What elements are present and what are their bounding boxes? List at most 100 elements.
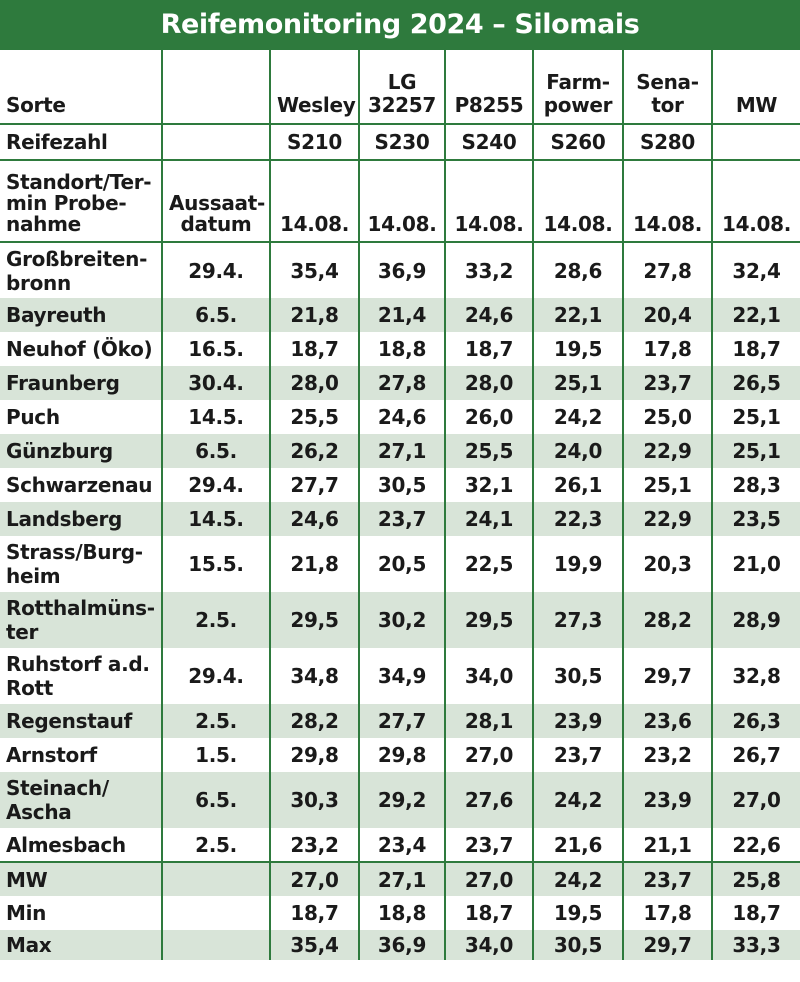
- empty-cell: [161, 861, 270, 896]
- page-title: Reifemonitoring 2024 – Silomais: [0, 0, 800, 50]
- location-cell: Neuhof (Öko): [6, 337, 153, 361]
- sowing-date-cell: 6.5.: [161, 434, 270, 468]
- value-cell: 28,9: [711, 592, 800, 648]
- value-cell: 24,0: [532, 434, 623, 468]
- value-cell: 22,1: [532, 298, 623, 332]
- value-cell: 20,5: [358, 536, 445, 592]
- table-row: Strass/Burg-heim 15.5. 21,8 20,5 22,5 19,9 20,…: [0, 536, 800, 592]
- sorte-label: Sorte: [0, 50, 162, 125]
- value-cell: 17,8: [622, 332, 712, 366]
- reifezahl-value: S260: [532, 124, 623, 161]
- reifezahl-value: S240: [444, 124, 533, 161]
- termin-value: 14.08.: [532, 160, 623, 243]
- table-row: Arnstorf 1.5. 29,8 29,8 27,0 23,7 23,2 26,7: [0, 738, 800, 772]
- reifezahl-value: S210: [269, 124, 359, 161]
- value-cell: 33,2: [444, 242, 533, 298]
- value-cell: 24,6: [444, 298, 533, 332]
- value-cell: 24,1: [444, 502, 533, 536]
- variety-header: LG 32257: [358, 50, 445, 125]
- value-cell: 28,2: [622, 592, 712, 648]
- table-row: Landsberg 14.5. 24,6 23,7 24,1 22,3 22,9 23,5: [0, 502, 800, 536]
- value-cell: 28,2: [269, 704, 359, 738]
- variety-farm-line1: Farm-: [546, 70, 610, 94]
- value-cell: 26,5: [711, 366, 800, 400]
- value-cell: 26,1: [532, 468, 623, 502]
- value-cell: 25,1: [711, 434, 800, 468]
- summary-value-cell: 19,5: [532, 896, 623, 930]
- summary-value-cell: 23,7: [622, 861, 712, 896]
- table-row: Großbreiten-bronn 29.4. 35,4 36,9 33,2 28,6 27…: [0, 242, 800, 298]
- header-row-reifezahl: Reifezahl S210 S230 S240 S260 S280: [0, 124, 800, 161]
- sowing-date-cell: 1.5.: [161, 738, 270, 772]
- value-cell: 23,7: [622, 366, 712, 400]
- value-cell: 27,7: [269, 468, 359, 502]
- summary-value-cell: 18,7: [444, 896, 533, 930]
- variety-lg-line2: 32257: [367, 93, 437, 117]
- summary-row: Min 18,7 18,8 18,7 19,5 17,8 18,7: [0, 896, 800, 930]
- empty-header-cell: [161, 50, 270, 125]
- table-row: Fraunberg 30.4. 28,0 27,8 28,0 25,1 23,7 26,5: [0, 366, 800, 400]
- sowing-date-cell: 2.5.: [161, 592, 270, 648]
- table-row: Günzburg 6.5. 26,2 27,1 25,5 24,0 22,9 25,1: [0, 434, 800, 468]
- table-row: Puch 14.5. 25,5 24,6 26,0 24,2 25,0 25,1: [0, 400, 800, 434]
- header-row-sorte: Sorte Wesley LG 32257 P8255 Farm-power Se…: [0, 50, 800, 125]
- location-cell: Fraunberg: [0, 366, 162, 400]
- value-cell: 25,5: [444, 434, 533, 468]
- standort-line3: nahme: [6, 212, 81, 236]
- value-cell: 25,1: [711, 400, 800, 434]
- value-cell: 24,2: [532, 772, 623, 828]
- summary-label-cell: MW: [0, 861, 162, 896]
- value-cell: 28,0: [269, 366, 359, 400]
- summary-value-cell: 30,5: [532, 930, 623, 960]
- value-cell: 23,4: [358, 828, 445, 862]
- summary-label-cell: Min: [6, 901, 47, 925]
- value-cell: 23,2: [622, 738, 712, 772]
- variety-sena-line2: tor: [651, 93, 684, 117]
- value-cell: 27,8: [622, 242, 712, 298]
- value-cell: 23,6: [622, 704, 712, 738]
- summary-value-cell: 27,0: [444, 861, 533, 896]
- termin-value: 14.08.: [622, 160, 712, 243]
- variety-header: P8255: [444, 50, 533, 125]
- value-cell: 29,2: [358, 772, 445, 828]
- value-cell: 28,6: [532, 242, 623, 298]
- empty-cell: [161, 896, 270, 930]
- location-cell: Ruhstorf a.d. Rott: [6, 652, 150, 700]
- value-cell: 24,6: [269, 502, 359, 536]
- value-cell: 29,7: [622, 648, 712, 704]
- value-cell: 22,1: [711, 298, 800, 332]
- standort-line1: Standort/Ter-: [6, 170, 152, 194]
- sowing-date-cell: 2.5.: [161, 704, 270, 738]
- value-cell: 21,8: [269, 536, 359, 592]
- empty-header-cell: [161, 124, 270, 161]
- value-cell: 19,5: [532, 332, 623, 366]
- value-cell: 23,9: [532, 704, 623, 738]
- value-cell: 27,6: [444, 772, 533, 828]
- value-cell: 23,9: [622, 772, 712, 828]
- variety-header: Sena-tor: [622, 50, 712, 125]
- value-cell: 25,1: [622, 468, 712, 502]
- value-cell: 22,6: [711, 828, 800, 862]
- variety-lg-line1: LG: [387, 70, 417, 94]
- value-cell: 25,0: [622, 400, 712, 434]
- value-cell: 25,5: [269, 400, 359, 434]
- table-row: Schwarzenau 29.4. 27,7 30,5 32,1 26,1 25,1 28,3: [0, 468, 800, 502]
- table-row: Bayreuth 6.5. 21,8 21,4 24,6 22,1 20,4 22,1: [0, 298, 800, 332]
- summary-label-cell: Max: [0, 930, 162, 960]
- sowing-date-cell: 14.5.: [161, 502, 270, 536]
- termin-value: 14.08.: [358, 160, 445, 243]
- value-cell: 24,2: [532, 400, 623, 434]
- summary-rows: MW 27,0 27,1 27,0 24,2 23,7 25,8 Min 18,7 18,8 18,…: [0, 861, 800, 960]
- value-cell: 19,9: [532, 536, 623, 592]
- summary-value-cell: 33,3: [711, 930, 800, 960]
- reifezahl-value: [711, 124, 800, 161]
- value-cell: 29,5: [269, 592, 359, 648]
- summary-row: MW 27,0 27,1 27,0 24,2 23,7 25,8: [0, 861, 800, 896]
- summary-value-cell: 36,9: [358, 930, 445, 960]
- location-cell: Steinach/ Ascha: [0, 772, 162, 828]
- sowing-date-cell: 29.4.: [161, 242, 270, 298]
- summary-value-cell: 18,7: [711, 896, 800, 930]
- sowing-date-cell: 16.5.: [161, 332, 270, 366]
- value-cell: 27,3: [532, 592, 623, 648]
- value-cell: 34,0: [444, 648, 533, 704]
